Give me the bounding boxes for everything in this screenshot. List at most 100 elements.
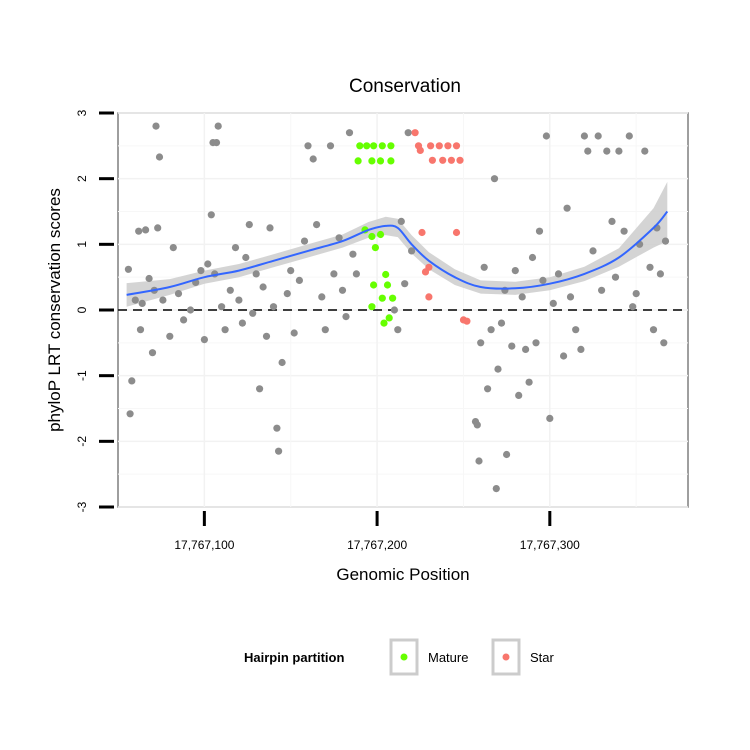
point-other-8: [135, 227, 143, 235]
point-other-1: [214, 122, 222, 130]
y-tick-label-4: 1: [75, 241, 89, 248]
point-other-72: [473, 421, 481, 429]
point-other-31: [226, 286, 234, 294]
point-other-52: [304, 142, 312, 150]
legend-dot-mature: [400, 653, 408, 661]
point-other-109: [608, 217, 616, 225]
point-mature-18: [389, 294, 397, 302]
point-mature-20: [380, 319, 388, 327]
point-other-34: [238, 319, 246, 327]
point-other-61: [342, 313, 350, 321]
point-star-12: [452, 228, 461, 237]
point-other-98: [560, 352, 568, 360]
point-other-49: [290, 329, 298, 337]
point-other-87: [518, 293, 526, 301]
point-other-55: [318, 293, 326, 301]
y-tick-label-2: -1: [75, 370, 89, 381]
point-other-17: [148, 349, 157, 357]
point-star-0: [411, 129, 419, 137]
point-other-123: [661, 237, 670, 245]
x-tick-label-0: 17,767,100: [174, 538, 234, 552]
point-other-107: [598, 286, 606, 294]
point-other-62: [345, 129, 354, 137]
point-other-68: [401, 280, 409, 288]
point-other-75: [480, 263, 488, 271]
point-other-37: [249, 309, 257, 317]
point-star-3: [435, 142, 443, 150]
point-other-41: [262, 332, 271, 340]
point-other-35: [242, 253, 250, 262]
point-star-9: [447, 156, 455, 164]
point-other-60: [338, 286, 347, 294]
point-other-93: [539, 276, 547, 284]
point-other-80: [494, 365, 502, 373]
point-other-108: [603, 147, 611, 155]
x-axis-title: Genomic Position: [336, 565, 469, 584]
point-mature-10: [368, 232, 376, 241]
y-axis: -3 -2 -1 0 1 2 3: [75, 109, 114, 512]
point-other-4: [209, 139, 217, 147]
point-mature-16: [378, 294, 386, 302]
chart-title: Conservation: [349, 76, 461, 97]
x-axis: 17,767,100 17,767,200 17,767,300: [174, 511, 580, 552]
point-star-7: [428, 156, 436, 164]
point-other-114: [629, 303, 637, 311]
point-other-117: [641, 147, 649, 155]
point-other-20: [174, 290, 183, 298]
point-other-84: [508, 342, 516, 350]
point-other-56: [321, 326, 329, 334]
point-other-96: [549, 299, 557, 307]
point-other-57: [326, 142, 335, 150]
point-star-10: [456, 156, 464, 164]
point-mature-19: [385, 314, 393, 322]
point-other-89: [525, 378, 533, 386]
point-other-22: [186, 306, 195, 314]
point-other-99: [563, 204, 571, 212]
point-other-100: [566, 293, 575, 301]
y-tick-label-1: -2: [75, 436, 89, 447]
y-axis-title: phyloP LRT conservation scores: [45, 188, 64, 432]
point-other-38: [252, 270, 260, 278]
point-other-46: [278, 358, 286, 367]
point-star-15: [425, 293, 433, 301]
point-other-47: [283, 290, 291, 298]
point-other-9: [142, 226, 150, 234]
point-other-101: [572, 326, 580, 334]
legend-label-star: Star: [530, 650, 555, 665]
point-other-85: [511, 267, 519, 275]
point-other-95: [546, 414, 554, 422]
point-star-17: [463, 317, 471, 325]
point-other-81: [497, 319, 506, 327]
point-other-33: [235, 296, 243, 304]
point-other-118: [646, 263, 654, 271]
point-other-122: [660, 339, 668, 347]
point-other-45: [275, 447, 283, 455]
point-mature-17: [368, 303, 376, 311]
legend-label-mature: Mature: [428, 650, 468, 665]
legend: Hairpin partition Mature Star: [244, 638, 555, 676]
point-other-24: [197, 267, 205, 275]
point-other-94: [542, 132, 551, 140]
point-other-88: [522, 345, 530, 353]
y-tick-label-5: 2: [75, 175, 89, 182]
point-other-77: [487, 326, 495, 334]
point-other-32: [231, 244, 240, 252]
smooth-line: [126, 210, 669, 296]
point-mature-13: [382, 270, 390, 279]
point-mature-15: [383, 281, 392, 289]
point-other-16: [166, 332, 174, 340]
point-mature-6: [368, 157, 376, 165]
point-mature-14: [370, 281, 378, 289]
legend-title: Hairpin partition: [244, 650, 344, 665]
point-other-29: [218, 303, 226, 311]
point-other-48: [287, 267, 295, 275]
point-other-74: [477, 339, 485, 347]
point-mature-1: [363, 142, 371, 150]
point-star-5: [452, 142, 461, 150]
point-other-44: [273, 424, 281, 432]
point-other-104: [584, 147, 592, 155]
point-other-51: [300, 237, 309, 245]
point-other-2: [155, 153, 164, 161]
point-star-11: [418, 228, 426, 237]
